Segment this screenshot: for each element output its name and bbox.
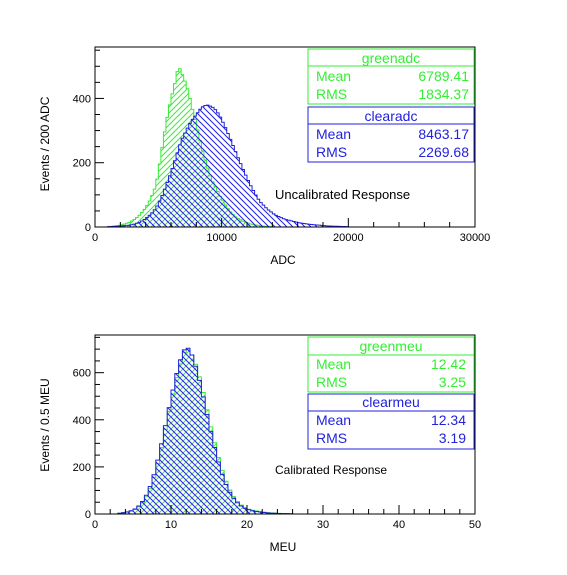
stats-title-greenmeu: greenmeu (359, 338, 422, 354)
stats-rms-label-clearmeu: RMS (316, 430, 347, 446)
stats-box-greenmeu: greenmeu Mean 12.42 RMS 3.25 (307, 336, 475, 393)
plot-frame-uncalibrated (94, 46, 476, 228)
y-axis-label-calibrated: Events / 0.5 MEU (38, 378, 52, 471)
stats-rms-value-greenadc: 1834.37 (418, 86, 469, 102)
x-axis-label-calibrated: MEU (270, 540, 297, 554)
panel-calibrated: 0 10 20 30 40 50 0 200 400 600 MEU Events / 0.5 … (38, 334, 481, 554)
stats-rms-label-clearadc: RMS (316, 144, 347, 160)
stats-box-greenadc: greenadc Mean 6789.41 RMS 1834.37 (307, 48, 475, 105)
stats-mean-value-clearmeu: 12.34 (431, 412, 466, 428)
y-tick-label: 0 (85, 222, 91, 234)
stats-rms-label-greenadc: RMS (316, 86, 347, 102)
x-tick-label: 0 (92, 232, 98, 244)
x-tick-label: 20 (241, 519, 253, 531)
annotation-calibrated: Calibrated Response (275, 463, 387, 477)
stats-rms-value-clearadc: 2269.68 (418, 144, 469, 160)
y-axis-ticks-calibrated: 0 200 400 600 (73, 336, 104, 521)
stats-mean-label-clearadc: Mean (316, 126, 351, 142)
x-tick-label: 40 (393, 519, 405, 531)
stats-box-clearmeu: clearmeu Mean 12.34 RMS 3.19 (307, 393, 475, 450)
x-tick-label: 0 (92, 519, 98, 531)
stats-title-greenadc: greenadc (362, 50, 420, 66)
stats-mean-label-clearmeu: Mean (316, 412, 351, 428)
annotation-uncalibrated: Uncalibrated Response (275, 187, 410, 202)
x-axis-ticks-uncalibrated: 0 10000 20000 30000 (92, 218, 490, 244)
stats-mean-label-greenadc: Mean (316, 68, 351, 84)
stats-rms-value-greenmeu: 3.25 (439, 374, 466, 390)
x-tick-label: 30 (317, 519, 329, 531)
y-tick-label: 0 (85, 509, 91, 521)
x-tick-label: 10000 (206, 232, 237, 244)
stats-box-clearadc: clearadc Mean 8463.17 RMS 2269.68 (307, 106, 475, 163)
stats-title-clearmeu: clearmeu (362, 394, 420, 410)
stats-mean-value-greenadc: 6789.41 (418, 68, 469, 84)
x-tick-label: 50 (469, 519, 481, 531)
stats-rms-value-clearmeu: 3.19 (439, 430, 466, 446)
y-tick-label: 200 (73, 462, 91, 474)
y-tick-label: 200 (73, 158, 91, 170)
x-axis-label-uncalibrated: ADC (270, 253, 296, 267)
stats-title-clearadc: clearadc (365, 108, 418, 124)
y-axis-ticks-uncalibrated: 0 200 400 (73, 49, 104, 234)
x-axis-ticks-calibrated: 0 10 20 30 40 50 (92, 505, 481, 531)
plot-frame-calibrated (94, 334, 476, 515)
y-tick-label: 400 (73, 93, 91, 105)
y-tick-label: 600 (73, 368, 91, 380)
panel-uncalibrated: 0 10000 20000 30000 0 200 400 ADC Events / 20… (38, 46, 490, 267)
stats-mean-value-clearadc: 8463.17 (418, 126, 469, 142)
y-tick-label: 400 (73, 415, 91, 427)
stats-mean-value-greenmeu: 12.42 (431, 356, 466, 372)
x-tick-label: 20000 (333, 232, 364, 244)
y-axis-label-uncalibrated: Events / 200 ADC (38, 96, 52, 191)
x-tick-label: 10 (165, 519, 177, 531)
stats-mean-label-greenmeu: Mean (316, 356, 351, 372)
x-tick-label: 30000 (460, 232, 491, 244)
stats-rms-label-greenmeu: RMS (316, 374, 347, 390)
